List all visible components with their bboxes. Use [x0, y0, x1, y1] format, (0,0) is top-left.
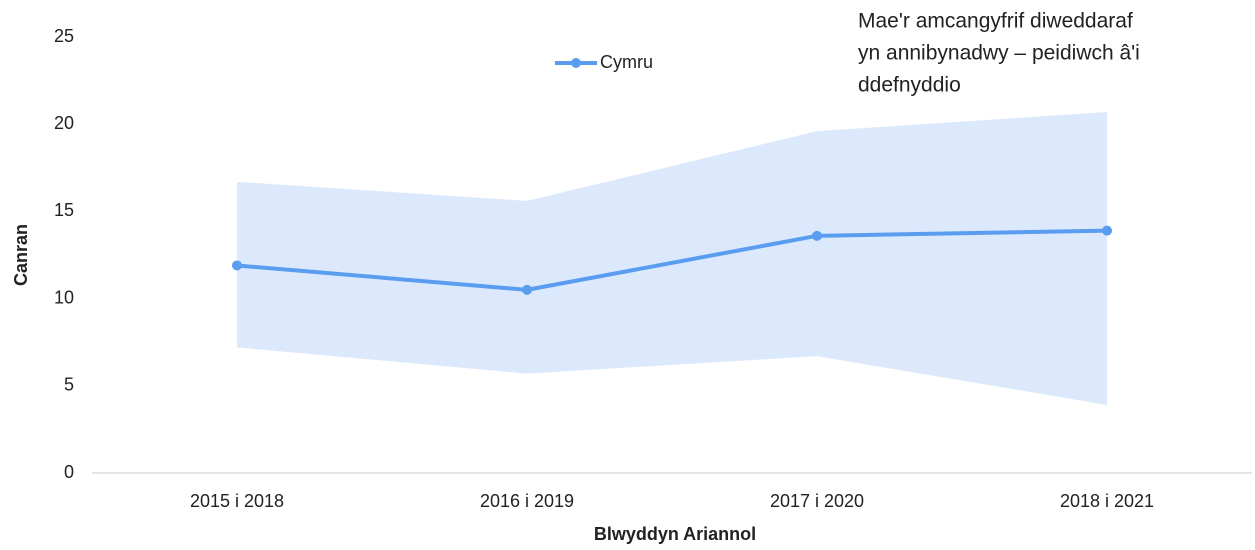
- annotation: yn annibynadwy – peidiwch â'i: [858, 42, 1140, 65]
- legend-label: Cymru: [600, 52, 653, 72]
- y-tick-label: 25: [54, 26, 74, 46]
- annotation: Mae'r amcangyfrif diweddaraf: [858, 10, 1133, 33]
- x-tick-label: 2018 i 2021: [1060, 491, 1154, 511]
- series-line: [236, 228, 1108, 292]
- y-tick-label: 0: [64, 462, 74, 482]
- x-tick-label: 2017 i 2020: [770, 491, 864, 511]
- y-tick-label: 15: [54, 200, 74, 220]
- confidence-band: [237, 111, 1107, 405]
- x-axis-label: Blwyddyn Ariannol: [594, 524, 756, 544]
- x-tick-label: 2016 i 2019: [480, 491, 574, 511]
- y-axis-label: Canran: [11, 224, 31, 286]
- y-tick-label: 5: [64, 375, 74, 395]
- annotation: ddefnyddio: [858, 74, 961, 97]
- legend-marker: [571, 58, 581, 68]
- y-tick-label: 10: [54, 287, 74, 307]
- series-point: [1102, 225, 1112, 236]
- series-point: [232, 260, 242, 271]
- y-tick-label: 20: [54, 113, 74, 133]
- x-tick-label: 2015 i 2018: [190, 491, 284, 511]
- series-point: [812, 230, 822, 241]
- series-point: [522, 284, 532, 295]
